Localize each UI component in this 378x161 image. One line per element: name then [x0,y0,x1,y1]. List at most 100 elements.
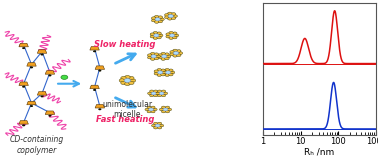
Circle shape [170,34,175,37]
Polygon shape [37,50,47,53]
Circle shape [166,33,170,36]
Circle shape [158,16,163,19]
Circle shape [161,94,166,97]
Circle shape [154,34,159,37]
Circle shape [167,12,172,15]
Text: Slow heating: Slow heating [94,40,155,49]
Circle shape [157,32,161,35]
Polygon shape [45,71,55,74]
Circle shape [158,71,163,74]
Circle shape [174,34,179,37]
Circle shape [158,56,163,59]
Circle shape [150,33,155,36]
Circle shape [169,73,173,76]
Circle shape [162,70,166,73]
Circle shape [160,18,164,21]
Text: Fast heating: Fast heating [96,115,154,124]
Circle shape [171,17,176,20]
Circle shape [153,127,158,129]
Circle shape [166,106,170,109]
Circle shape [158,90,161,92]
Circle shape [98,108,101,110]
Polygon shape [27,63,36,66]
Circle shape [125,82,130,86]
Circle shape [164,16,169,19]
Circle shape [155,124,160,127]
Circle shape [129,81,134,85]
Circle shape [173,32,177,35]
Circle shape [153,108,157,111]
Circle shape [22,47,25,49]
Circle shape [161,90,166,92]
Circle shape [170,51,174,53]
Circle shape [30,105,33,107]
Circle shape [154,70,158,73]
Circle shape [145,108,149,111]
Circle shape [166,55,171,58]
Circle shape [155,92,160,95]
Circle shape [150,90,154,92]
Circle shape [151,92,156,95]
Circle shape [163,108,168,111]
Circle shape [154,94,158,97]
Circle shape [173,15,177,17]
X-axis label: Rₕ /nm: Rₕ /nm [304,147,335,156]
Circle shape [149,108,153,111]
Circle shape [150,94,154,97]
Circle shape [147,56,152,59]
Circle shape [30,66,33,68]
Circle shape [158,127,162,129]
Circle shape [153,37,158,39]
Circle shape [161,58,166,60]
Text: CD-containing
copolymer: CD-containing copolymer [10,135,64,155]
Polygon shape [19,82,28,85]
Circle shape [160,108,163,111]
Circle shape [154,57,159,60]
Circle shape [153,122,158,125]
Circle shape [167,17,172,20]
Circle shape [164,14,169,16]
Circle shape [48,75,51,76]
Polygon shape [45,111,55,114]
Polygon shape [19,121,28,124]
Circle shape [154,72,158,75]
Circle shape [163,71,167,74]
Circle shape [121,81,126,85]
Circle shape [154,90,158,92]
Circle shape [160,124,164,127]
Circle shape [178,52,183,54]
Circle shape [121,76,126,80]
Circle shape [177,54,181,57]
Circle shape [155,15,159,18]
Circle shape [152,17,156,19]
Circle shape [157,36,161,39]
Polygon shape [95,104,105,108]
Circle shape [150,35,155,38]
Circle shape [161,110,166,113]
Circle shape [61,75,68,79]
Circle shape [173,54,177,57]
Polygon shape [95,66,105,69]
Circle shape [164,92,167,95]
Circle shape [153,31,158,34]
Circle shape [157,68,161,71]
Circle shape [158,34,163,37]
Circle shape [151,106,155,109]
Polygon shape [27,101,36,105]
Circle shape [93,50,96,52]
Polygon shape [19,43,28,47]
Circle shape [154,53,159,56]
Circle shape [148,92,152,95]
Circle shape [40,54,43,56]
Circle shape [161,69,165,72]
Circle shape [152,19,156,22]
Circle shape [48,115,51,117]
Circle shape [98,70,101,72]
Circle shape [171,13,176,15]
Circle shape [158,20,163,23]
Circle shape [155,18,160,21]
Circle shape [152,124,156,127]
Circle shape [156,92,160,95]
Circle shape [158,94,161,97]
Circle shape [161,73,165,76]
